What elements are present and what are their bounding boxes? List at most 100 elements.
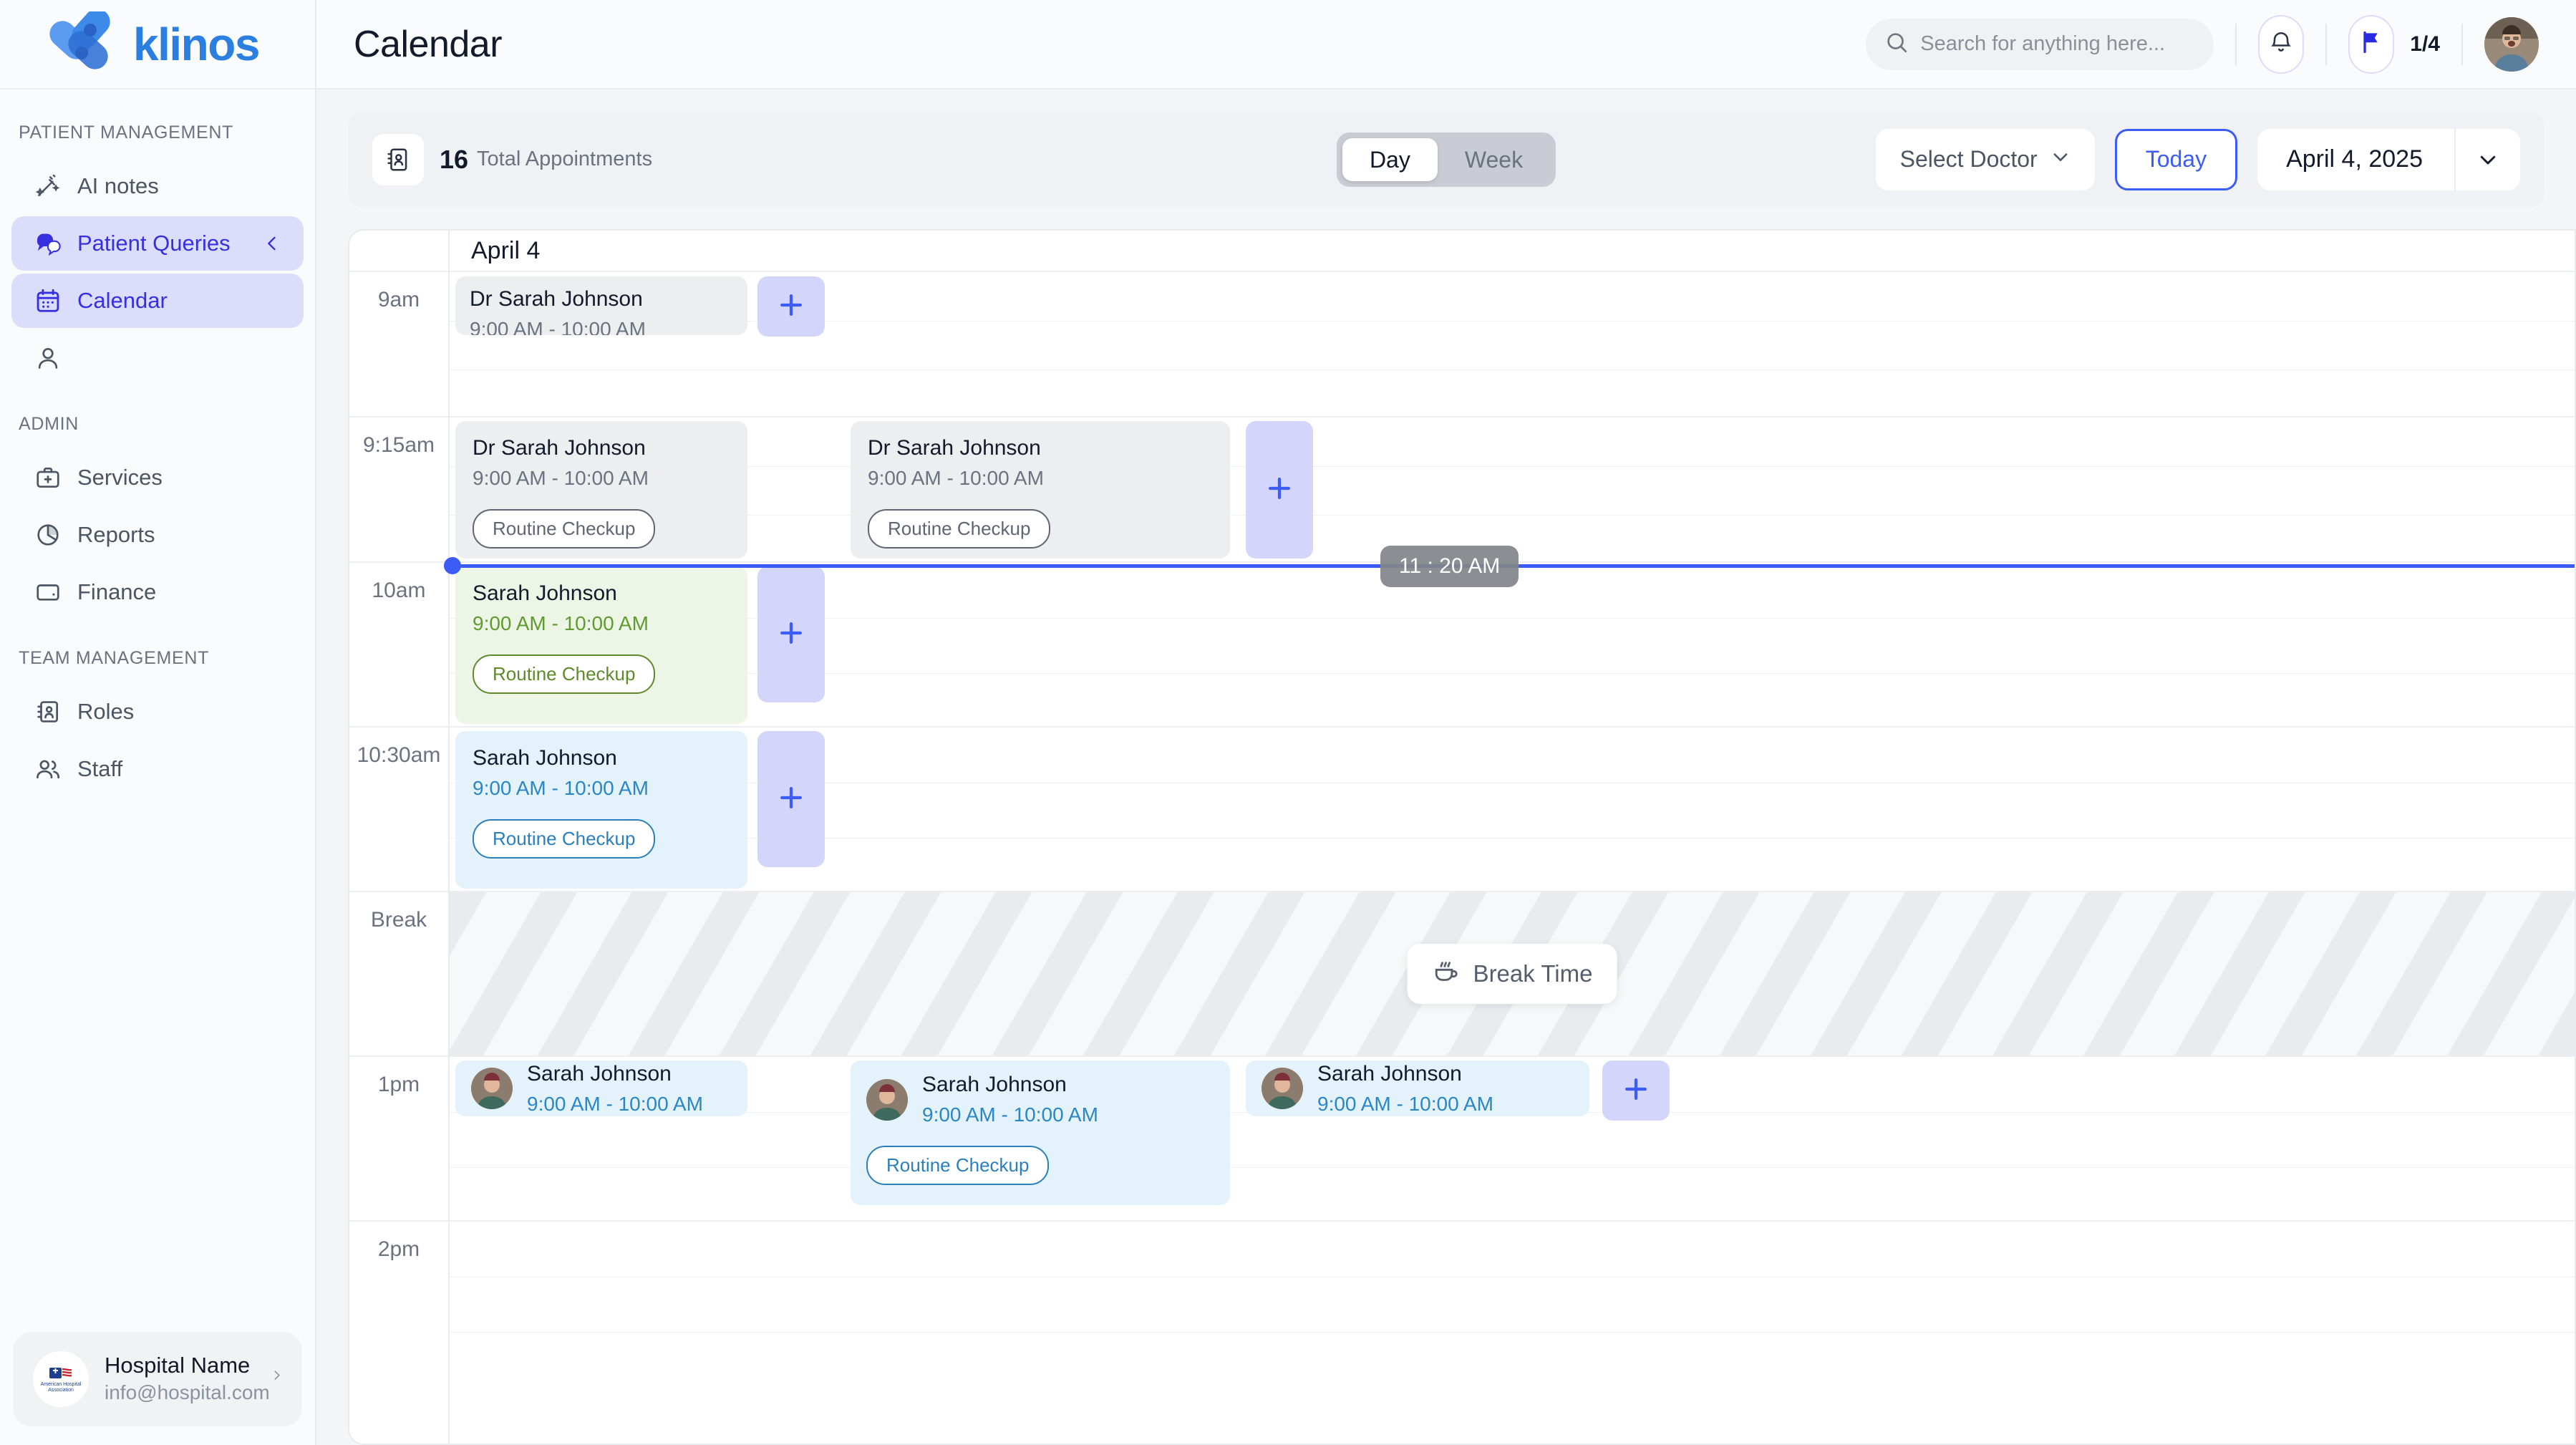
appointment-card[interactable]: Sarah Johnson 9:00 AM - 10:00 AM Routine…	[455, 731, 747, 889]
sidebar-item-label: Services	[77, 465, 163, 490]
klinos-logo-icon	[44, 8, 123, 77]
break-row[interactable]: Break Time	[450, 892, 2575, 1057]
sidebar-footer: American Hospital Association Hospital N…	[0, 1332, 315, 1445]
user-icon	[32, 342, 64, 374]
flag-count: 1/4	[2410, 32, 2440, 56]
appointment-time: 9:00 AM - 10:00 AM	[473, 777, 649, 799]
coffee-cup-icon	[1432, 957, 1473, 991]
users-icon	[32, 753, 64, 786]
sidebar-nav: PATIENT MANAGEMENT AI notes	[0, 90, 315, 1332]
brand-logo[interactable]: klinos	[0, 0, 315, 90]
break-time-button[interactable]: Break Time	[1407, 944, 1617, 1004]
avatar	[1262, 1068, 1303, 1109]
view-mode-toggle[interactable]: Day Week	[1336, 132, 1556, 187]
sidebar-item-finance[interactable]: Finance	[11, 565, 304, 619]
hospital-account-button[interactable]: American Hospital Association Hospital N…	[13, 1332, 302, 1426]
today-button[interactable]: Today	[2114, 128, 2238, 190]
sidebar-item-services[interactable]: Services	[11, 450, 304, 505]
appointment-name: Dr Sarah Johnson	[470, 287, 643, 311]
search-icon	[1884, 30, 1909, 58]
avatar	[471, 1068, 513, 1109]
appointment-name: Dr Sarah Johnson	[473, 436, 646, 460]
sidebar-item-staff[interactable]: Staff	[11, 742, 304, 796]
hospital-meta: Hospital Name info@hospital.com	[105, 1353, 270, 1406]
calendar-grid-container: 9am 9:15am 10am 10:30am Break 1pm 2pm Ap…	[348, 229, 2576, 1445]
add-appointment-button[interactable]	[1602, 1060, 1670, 1121]
chevron-down-icon[interactable]	[2456, 149, 2520, 170]
time-label-9am: 9am	[349, 272, 448, 417]
appointment-text: Sarah Johnson 9:00 AM - 10:00 AM	[527, 1061, 703, 1116]
sidebar-item-label: Finance	[77, 579, 157, 604]
divider	[2454, 128, 2456, 190]
appointment-card[interactable]: Dr Sarah Johnson 9:00 AM - 10:00 AM Rout…	[455, 421, 747, 559]
nav-section-label: ADMIN	[19, 414, 79, 434]
nav-group-admin: ADMIN Services	[0, 414, 315, 619]
appointment-card[interactable]: Dr Sarah Johnson 9:00 AM - 10:00 AM Rout…	[851, 421, 1230, 559]
add-appointment-button[interactable]	[757, 276, 825, 337]
sidebar-item-reports[interactable]: Reports	[11, 508, 304, 562]
avatar[interactable]	[2484, 16, 2539, 72]
slot-row-2pm[interactable]	[450, 1222, 2575, 1386]
slot-row-1pm[interactable]: Sarah Johnson 9:00 AM - 10:00 AM Sarah J	[450, 1057, 2575, 1222]
search-input[interactable]	[1866, 18, 2214, 70]
appointment-card[interactable]: Sarah Johnson 9:00 AM - 10:00 AM Routine…	[851, 1060, 1230, 1205]
svg-text:Association: Association	[48, 1388, 74, 1393]
sidebar-item-patient-queries[interactable]: Patient Queries	[11, 216, 304, 271]
slot-row-915am[interactable]: Dr Sarah Johnson 9:00 AM - 10:00 AM Rout…	[450, 417, 2575, 563]
appointment-text: Sarah Johnson 9:00 AM - 10:00 AM	[922, 1072, 1098, 1127]
main-area: Calendar	[316, 0, 2576, 1445]
date-picker[interactable]: April 4, 2025	[2257, 128, 2520, 190]
search-field[interactable]	[1920, 32, 2196, 56]
add-appointment-button[interactable]	[1246, 421, 1313, 559]
status-badge: Routine Checkup	[473, 819, 656, 859]
sidebar: klinos PATIENT MANAGEMENT AI notes	[0, 0, 316, 1445]
today-label: Today	[2145, 146, 2207, 172]
appointment-text: Sarah Johnson 9:00 AM - 10:00 AM	[1317, 1061, 1493, 1116]
chevron-left-icon[interactable]	[262, 233, 282, 253]
doctor-select[interactable]: Select Doctor	[1875, 128, 2095, 190]
sidebar-item-calendar[interactable]: Calendar	[11, 274, 304, 328]
slot-row-1030am[interactable]: Sarah Johnson 9:00 AM - 10:00 AM Routine…	[450, 728, 2575, 892]
appointment-time: 9:00 AM - 10:00 AM	[922, 1103, 1098, 1126]
tab-week[interactable]: Week	[1464, 146, 1524, 173]
sidebar-item-ai-notes[interactable]: AI notes	[11, 159, 304, 213]
calendar-toolbar: 16 Total Appointments Day Week Select Do…	[348, 111, 2544, 208]
appointment-card[interactable]: Sarah Johnson 9:00 AM - 10:00 AM	[455, 1060, 747, 1116]
slot-row-9am[interactable]: Dr Sarah Johnson 9:00 AM - 10:00 AM	[450, 272, 2575, 417]
wallet-icon	[32, 576, 64, 609]
appointment-card[interactable]: Dr Sarah Johnson 9:00 AM - 10:00 AM	[455, 276, 747, 335]
slot-row-10am[interactable]: Sarah Johnson 9:00 AM - 10:00 AM Routine…	[444, 546, 2575, 728]
time-label-2pm: 2pm	[377, 1237, 420, 1261]
time-gutter-header	[349, 231, 448, 272]
status-badge: Routine Checkup	[868, 509, 1051, 548]
sidebar-item-patients[interactable]	[11, 331, 304, 385]
sidebar-item-label: Roles	[77, 699, 135, 724]
chevron-down-icon	[2038, 146, 2071, 173]
add-appointment-button[interactable]	[757, 731, 825, 867]
current-time-label: 11 : 20 AM	[1380, 546, 1519, 587]
chevron-right-icon[interactable]	[270, 1368, 284, 1390]
notifications-button[interactable]	[2258, 14, 2305, 74]
hospital-name: Hospital Name	[105, 1352, 251, 1378]
svg-text:American Hospital: American Hospital	[41, 1382, 82, 1387]
time-label-1030am: 10:30am	[349, 728, 448, 892]
tab-day[interactable]: Day	[1342, 137, 1438, 181]
brand-name: klinos	[133, 18, 260, 70]
flag-button[interactable]	[2348, 14, 2395, 74]
appointment-time: 9:00 AM - 10:00 AM	[473, 467, 649, 489]
status-badge: Routine Checkup	[473, 654, 656, 694]
sidebar-item-roles[interactable]: Roles	[11, 685, 304, 739]
appointment-name: Sarah Johnson	[473, 581, 617, 605]
add-appointment-button[interactable]	[757, 566, 825, 702]
appointment-card[interactable]: Sarah Johnson 9:00 AM - 10:00 AM	[1246, 1060, 1589, 1116]
nav-section-label: PATIENT MANAGEMENT	[19, 122, 234, 142]
bell-icon	[2268, 29, 2294, 59]
flag-icon	[2358, 29, 2384, 59]
chat-bubbles-icon	[32, 227, 64, 260]
flag-progress[interactable]: 1/4	[2348, 14, 2440, 74]
appointment-time: 9:00 AM - 10:00 AM	[1317, 1092, 1493, 1115]
appointment-time: 9:00 AM - 10:00 AM	[470, 318, 646, 335]
appointment-card[interactable]: Sarah Johnson 9:00 AM - 10:00 AM Routine…	[455, 566, 747, 724]
page-title: Calendar	[354, 23, 503, 65]
